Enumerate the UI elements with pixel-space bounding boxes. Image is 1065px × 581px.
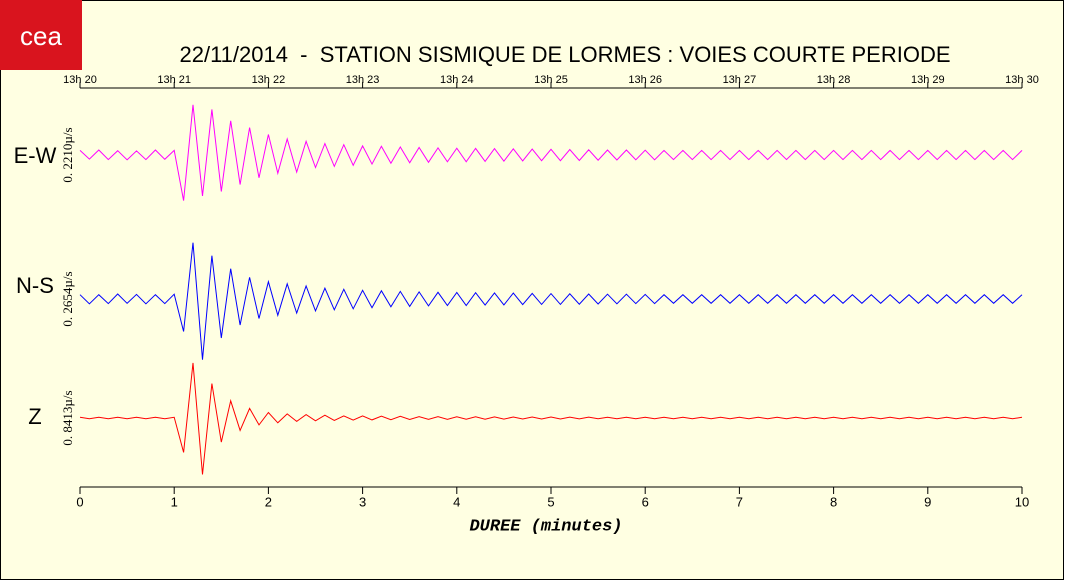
scale-label: 0. 2210µ/s	[60, 127, 75, 182]
channel-label: N-S	[16, 273, 54, 298]
scale-label: 0. 8413µ/s	[60, 390, 75, 445]
top-tick-label: 13h 27	[723, 74, 757, 86]
x-tick-label: 7	[736, 494, 743, 509]
scale-label: 0. 2654µ/s	[60, 271, 75, 326]
chart-title: 22/11/2014 - STATION SISMIQUE DE LORMES …	[179, 42, 950, 67]
top-tick-label: 13h 30	[1005, 74, 1039, 86]
top-tick-label: 13h 20	[63, 74, 97, 86]
x-axis-label: DUREE (minutes)	[469, 517, 622, 536]
x-tick-label: 3	[359, 494, 366, 509]
top-tick-label: 13h 23	[346, 74, 380, 86]
top-tick-label: 13h 21	[157, 74, 191, 86]
x-tick-label: 9	[924, 494, 931, 509]
x-tick-label: 6	[642, 494, 649, 509]
x-tick-label: 10	[1015, 494, 1029, 509]
top-tick-label: 13h 24	[440, 74, 474, 86]
trace	[79, 362, 1023, 475]
top-tick-label: 13h 28	[817, 74, 851, 86]
x-tick-label: 4	[453, 494, 460, 509]
x-tick-label: 5	[547, 494, 554, 509]
x-tick-label: 2	[265, 494, 272, 509]
channel-label: E-W	[14, 143, 57, 168]
x-tick-label: 1	[171, 494, 178, 509]
logo-box	[0, 0, 82, 70]
top-tick-label: 13h 29	[911, 74, 945, 86]
top-tick-label: 13h 26	[628, 74, 662, 86]
trace	[79, 104, 1023, 201]
x-tick-label: 0	[76, 494, 83, 509]
trace	[79, 242, 1023, 360]
logo: cea	[20, 21, 62, 51]
top-tick-label: 13h 25	[534, 74, 568, 86]
x-tick-label: 8	[830, 494, 837, 509]
channel-label: Z	[28, 404, 41, 429]
top-tick-label: 13h 22	[252, 74, 286, 86]
